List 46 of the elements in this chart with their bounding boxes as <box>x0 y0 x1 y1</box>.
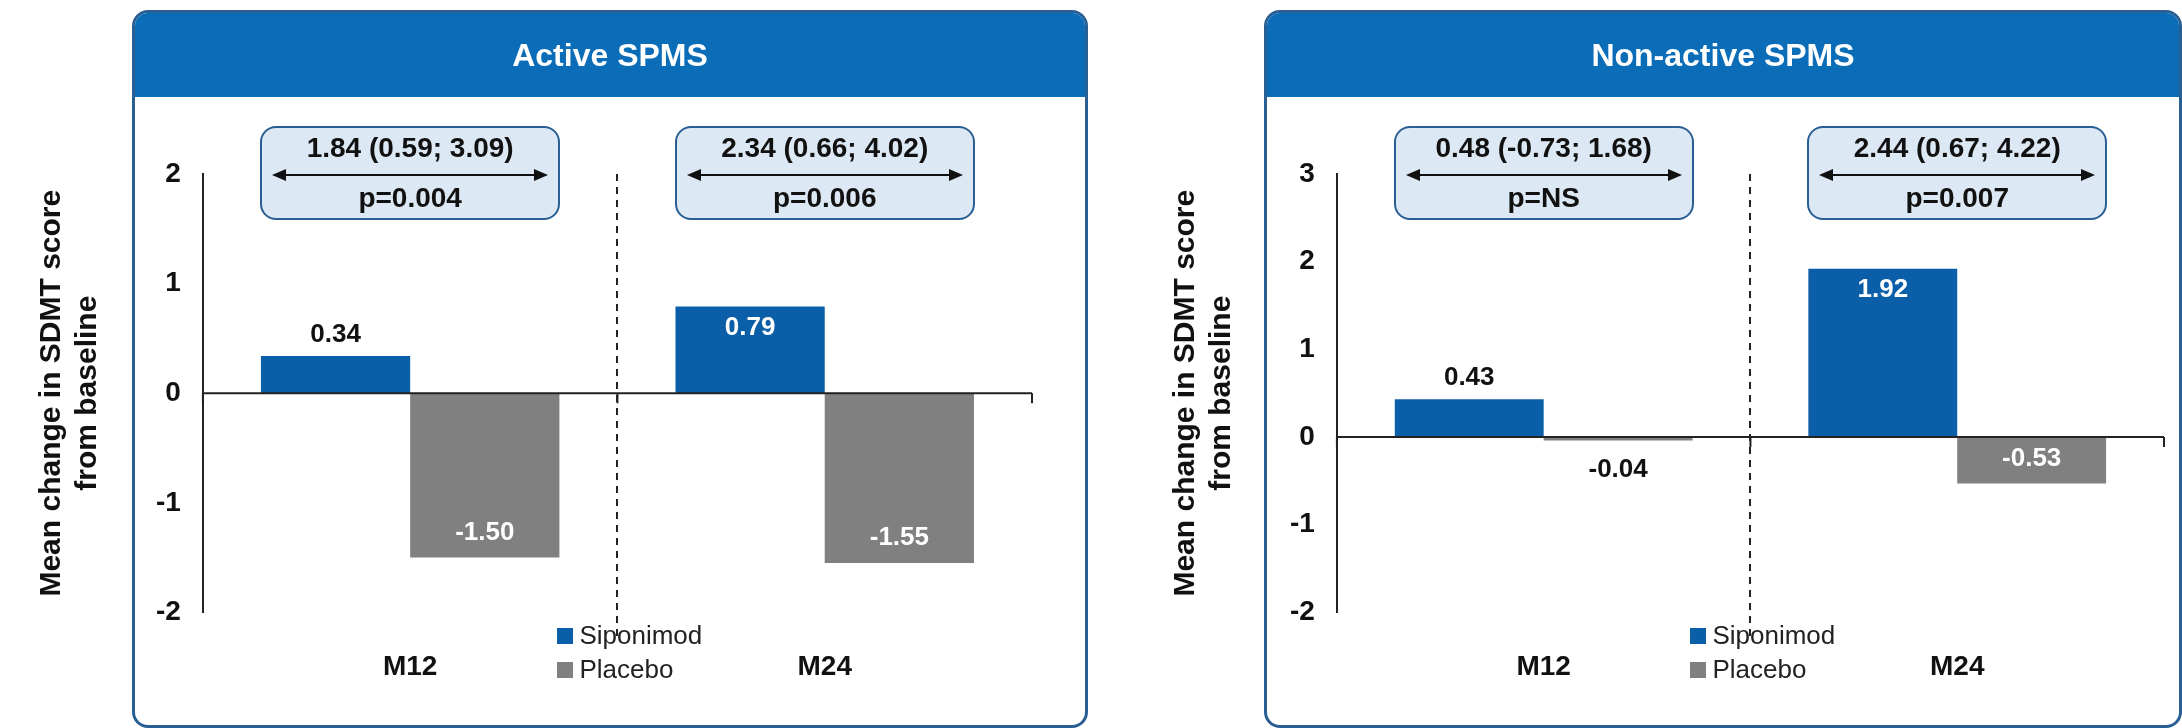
legend-label: Placebo <box>579 654 674 685</box>
y-tick-label: 2 <box>1299 244 1315 276</box>
chart-title: Active SPMS <box>135 13 1085 97</box>
callout-box: 1.84 (0.59; 3.09) p=0.004 <box>260 126 561 220</box>
data-label: 1.92 <box>1857 272 1909 303</box>
data-label: 0.43 <box>1443 361 1495 392</box>
y-tick-label: -1 <box>1289 507 1315 539</box>
annotation: p=0.007 <box>1904 182 2010 214</box>
data-label: 0.79 <box>724 310 776 341</box>
bar <box>1394 399 1544 438</box>
data-label: -1.50 <box>455 515 515 546</box>
callout-box: 2.44 (0.67; 4.22) p=0.007 <box>1807 126 2108 220</box>
annotation: p=0.004 <box>357 182 463 214</box>
bar <box>260 355 411 394</box>
data-label: -0.53 <box>2002 441 2062 472</box>
chart-title: Non-active SPMS <box>1267 13 2179 97</box>
y-tick-label: 3 <box>1299 156 1315 188</box>
legend-label: Siponimod <box>579 620 703 651</box>
y-tick-label: -2 <box>1289 595 1315 627</box>
y-tick-label: 2 <box>165 156 181 188</box>
y-tick-label: 1 <box>1299 332 1315 364</box>
y-tick-label: 0 <box>1299 419 1315 451</box>
x-tick-label: M24 <box>1929 649 1985 681</box>
y-tick-label: 0 <box>165 375 181 407</box>
annotation: p=NS <box>1506 182 1581 214</box>
bar <box>1808 268 1958 438</box>
bar <box>410 393 560 558</box>
y-tick-label: 1 <box>165 266 181 298</box>
bar <box>824 393 974 564</box>
y-tick-label: -2 <box>155 595 181 627</box>
x-tick-label: M12 <box>382 649 438 681</box>
x-tick-label: M12 <box>1516 649 1571 681</box>
annotation: p=0.006 <box>771 182 878 214</box>
y-axis-title: Mean change in SDMT score from baseline <box>33 189 103 597</box>
y-axis-title: Mean change in SDMT score from baseline <box>1167 189 1237 597</box>
legend-label: Siponimod <box>1712 620 1836 651</box>
bar <box>675 306 825 394</box>
data-label: -0.04 <box>1588 452 1649 483</box>
callout-box: 2.34 (0.66; 4.02) p=0.006 <box>674 126 975 220</box>
y-tick-label: -1 <box>155 485 181 517</box>
bar <box>1957 437 2107 484</box>
callout-box: 0.48 (-0.73; 1.68) p=NS <box>1393 126 1694 220</box>
legend-label: Placebo <box>1712 654 1807 685</box>
data-label: -1.55 <box>869 521 929 552</box>
data-label: 0.34 <box>310 317 362 348</box>
x-tick-label: M24 <box>797 649 853 681</box>
